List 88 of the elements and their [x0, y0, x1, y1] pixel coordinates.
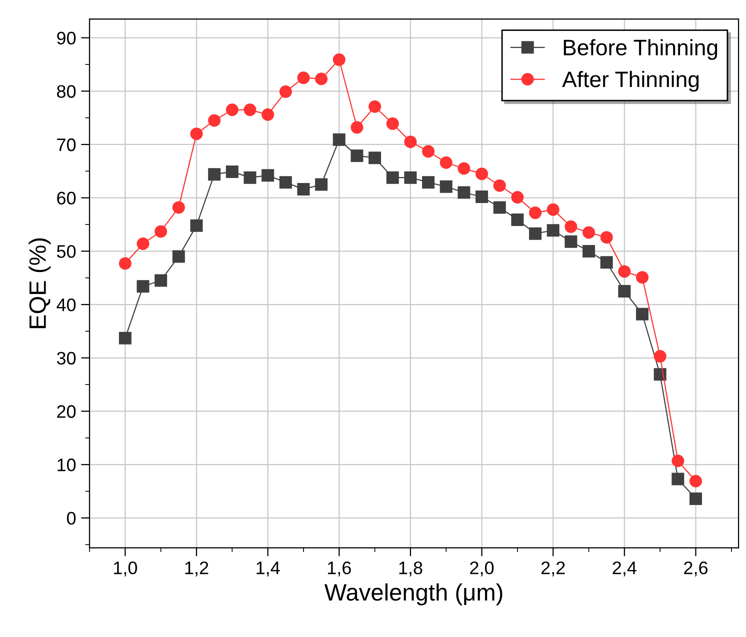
point: [136, 280, 150, 293]
x-tick-label: 1,6: [328, 561, 351, 576]
y-tick-label: 70: [57, 138, 76, 152]
point: [208, 114, 221, 127]
point: [440, 180, 452, 193]
x-tick-label: 1,2: [185, 561, 208, 576]
point: [350, 121, 364, 134]
point: [529, 206, 542, 220]
y-tick-label: 50: [56, 245, 76, 258]
point: [226, 165, 238, 178]
point: [386, 117, 399, 130]
x-tick-label: 2,0: [470, 561, 494, 576]
y-tick-label: 80: [57, 85, 76, 98]
point: [279, 85, 292, 98]
x-axis-title: Wavelength (μm): [324, 583, 502, 606]
point: [636, 308, 649, 320]
point: [511, 213, 524, 226]
point: [493, 201, 506, 214]
point: [368, 100, 382, 113]
point: [476, 168, 488, 180]
point: [315, 178, 328, 191]
x-tick-label: 1,0: [114, 561, 138, 576]
point: [582, 226, 596, 239]
point: [404, 136, 417, 148]
point: [618, 265, 631, 278]
y-tick-label: 30: [56, 352, 76, 365]
point: [368, 152, 382, 164]
y-tick-label: 20: [57, 405, 76, 418]
point: [262, 108, 274, 121]
y-tick-label: 0: [66, 512, 76, 525]
x-tick-label: 1,4: [256, 562, 280, 576]
x-tick-label: 2,6: [684, 561, 708, 576]
point: [190, 128, 203, 140]
point: [172, 250, 185, 263]
point: [118, 332, 132, 344]
point: [493, 179, 506, 192]
point: [672, 472, 684, 486]
x-tick-label: 2,2: [541, 561, 565, 576]
point: [297, 72, 310, 84]
point: [297, 183, 310, 196]
point: [190, 219, 203, 232]
point: [564, 235, 578, 248]
point: [332, 133, 346, 146]
y-tick-label: 60: [57, 192, 76, 205]
y-tick-label: 10: [58, 458, 76, 472]
point: [511, 191, 524, 204]
y-tick-label: 40: [56, 298, 76, 312]
point: [636, 271, 649, 284]
point: [476, 190, 488, 204]
point: [546, 224, 560, 237]
point: [136, 237, 150, 250]
point: [244, 171, 256, 184]
point: [154, 274, 168, 287]
point: [386, 171, 399, 184]
x-tick-label: 1,8: [399, 561, 422, 576]
point: [600, 231, 613, 244]
point: [404, 171, 417, 184]
point: [118, 257, 132, 270]
legend-label: After Thinning: [562, 70, 699, 92]
point: [582, 244, 596, 258]
point: [689, 492, 702, 505]
point: [350, 149, 364, 162]
point: [458, 162, 470, 175]
point: [564, 220, 578, 233]
y-tick-label: 90: [57, 32, 76, 45]
point: [262, 169, 274, 182]
point: [332, 53, 346, 66]
point: [315, 72, 328, 86]
point: [172, 201, 185, 214]
x-tick-label: 2,4: [612, 561, 636, 576]
point: [458, 186, 470, 199]
point: [440, 156, 452, 169]
legend-label: Before Thinning: [564, 39, 718, 60]
point: [154, 225, 168, 238]
point: [244, 104, 256, 116]
point: [226, 104, 238, 116]
point: [422, 145, 435, 158]
point: [546, 203, 560, 216]
point: [422, 176, 435, 189]
point: [654, 350, 666, 363]
point: [618, 284, 631, 298]
point: [672, 454, 684, 468]
point: [208, 168, 221, 181]
point: [529, 227, 542, 240]
y-axis-title: EQE (%): [28, 238, 51, 328]
point: [600, 256, 613, 269]
point: [689, 474, 702, 488]
point: [279, 176, 292, 189]
